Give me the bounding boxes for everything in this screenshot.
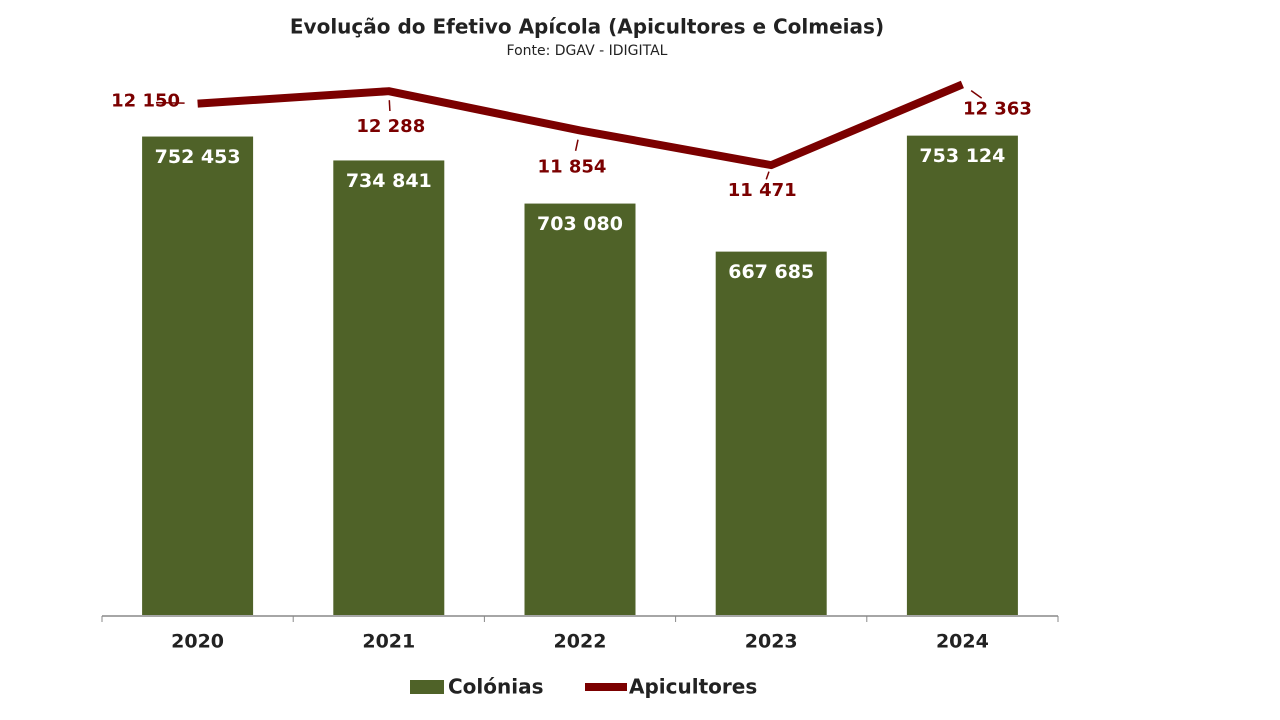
x-tick-label: 2020 <box>171 631 224 653</box>
chart-subtitle: Fonte: DGAV - IDIGITAL <box>507 43 668 59</box>
line-value-label: 12 363 <box>963 98 1032 119</box>
leader-line <box>970 90 983 99</box>
x-tick-label: 2022 <box>554 631 607 653</box>
line-value-label: 12 288 <box>356 116 425 137</box>
bar <box>524 203 636 615</box>
x-tick-label: 2023 <box>745 631 798 653</box>
x-tick-label: 2021 <box>362 631 415 653</box>
line-value-label: 11 471 <box>728 180 797 201</box>
bar-value-label: 703 080 <box>537 213 623 235</box>
legend-label: Apicultores <box>629 675 757 699</box>
leader-line <box>765 171 770 180</box>
bar-value-label: 734 841 <box>346 170 432 192</box>
legend-label: Colónias <box>448 675 544 699</box>
line-value-label: 12 150 <box>111 91 180 112</box>
bar <box>333 160 445 615</box>
bar-value-label: 752 453 <box>155 146 241 168</box>
leader-line <box>155 101 185 104</box>
bar-value-label: 753 124 <box>919 145 1005 167</box>
leader-line <box>388 100 391 112</box>
legend-swatch <box>410 680 444 694</box>
line-value-label: 11 854 <box>538 156 607 177</box>
x-tick-label: 2024 <box>936 631 989 653</box>
line <box>197 80 964 170</box>
bar <box>142 136 254 616</box>
chart-title: Evolução do Efetivo Apícola (Apicultores… <box>290 15 884 39</box>
bar-value-label: 667 685 <box>728 261 814 283</box>
bar <box>715 251 827 615</box>
bar <box>906 135 1018 616</box>
leader-line <box>574 139 579 151</box>
